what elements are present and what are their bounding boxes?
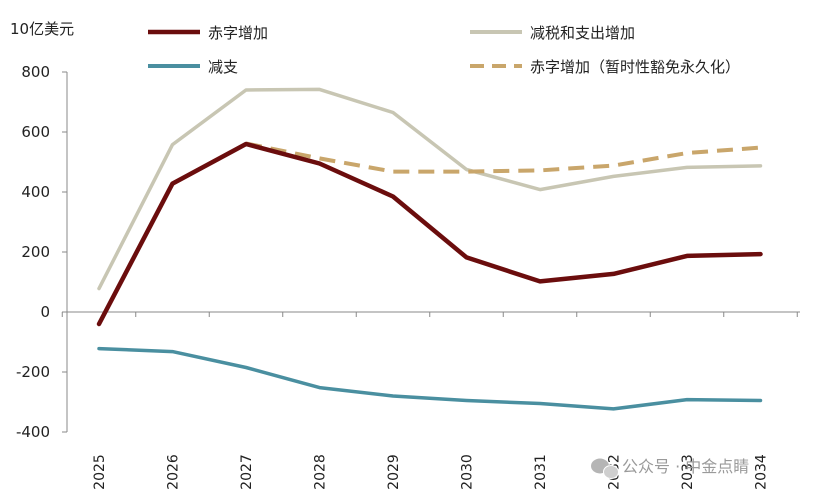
y-tick-label: 0 [40,303,50,321]
series-line [97,346,763,411]
x-tick-label: 2027 [239,454,255,490]
x-tick-label: 2031 [533,454,549,490]
legend-label: 减支 [208,58,238,76]
legend-label: 赤字增加（暂时性豁免永久化） [530,58,740,76]
watermark: 公众号 · 中金点睛 [591,457,749,479]
x-tick-label: 2025 [92,454,108,490]
y-tick-label: 600 [21,123,50,141]
series-line [97,87,763,291]
y-tick-label: 800 [21,63,50,81]
y-tick-label: -200 [16,363,50,381]
series-lines [96,87,763,411]
legend-label: 减税和支出增加 [530,24,635,42]
y-tick-label: 400 [21,183,50,201]
x-axis-ticks: 2025202620272028202920302031203220332034 [61,312,798,490]
x-tick-label: 2034 [754,454,770,490]
y-tick-label: 200 [21,243,50,261]
wechat-icon [591,458,619,479]
y-axis-unit-label: 10亿美元 [10,20,74,38]
watermark-text: 公众号 · 中金点睛 [622,457,749,476]
x-tick-label: 2028 [313,454,329,490]
x-tick-label: 2026 [166,454,182,490]
legend-label: 赤字增加 [208,24,268,42]
x-tick-label: 2033 [680,454,696,490]
series-line [245,141,761,174]
series-line [96,141,763,327]
y-tick-label: -400 [16,423,50,441]
y-axis-ticks: -400 -200 0 200 400 600 800 [16,63,67,441]
x-tick-label: 2030 [460,454,476,490]
x-tick-label: 2029 [386,454,402,490]
